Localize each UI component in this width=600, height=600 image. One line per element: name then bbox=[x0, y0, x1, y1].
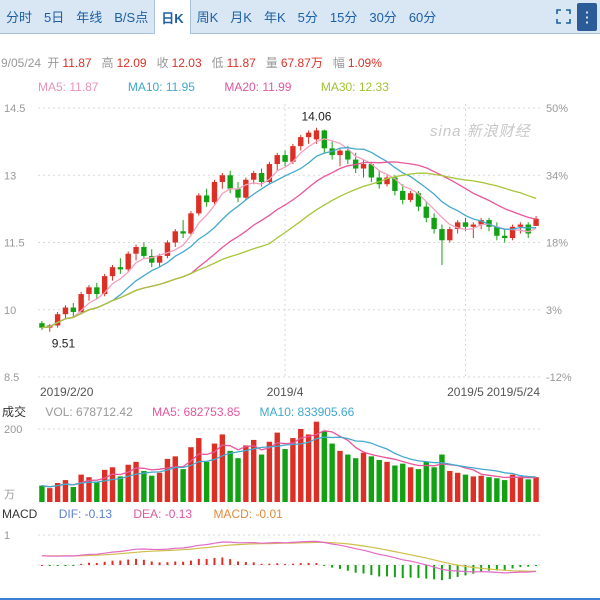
volume-vol-value: VOL: 678712.42 bbox=[45, 405, 133, 419]
svg-text:200: 200 bbox=[4, 424, 22, 436]
tab-5分[interactable]: 5分 bbox=[297, 10, 318, 25]
svg-text:2019/4: 2019/4 bbox=[267, 385, 304, 399]
quote-field: 高 12.09 bbox=[102, 56, 150, 70]
tab-15分[interactable]: 15分 bbox=[329, 10, 358, 25]
tabbar-icons: ⋮ bbox=[554, 0, 600, 33]
quote-field-value: 11.87 bbox=[62, 56, 92, 70]
quote-field-label: 高 bbox=[101, 56, 114, 70]
tab-5日[interactable]: 5日 bbox=[44, 10, 65, 25]
tab-30分[interactable]: 30分 bbox=[369, 10, 397, 25]
svg-text:14.5: 14.5 bbox=[4, 103, 25, 115]
ma20-legend: MA20: 11.99 bbox=[224, 80, 292, 94]
svg-text:13: 13 bbox=[4, 170, 16, 182]
macd-macd-value: MACD: -0.01 bbox=[213, 507, 283, 521]
svg-text:2019/2/20: 2019/2/20 bbox=[40, 385, 94, 399]
tab-60分[interactable]: 60分 bbox=[408, 10, 437, 25]
volume-header: 成交 VOL: 678712.42 MA5: 682753.85 MA10: 8… bbox=[2, 403, 370, 420]
quote-field-label: 开 bbox=[47, 56, 60, 70]
quote-bar: 9/05/24 开 11.87 高 12.09 收 12.03 低 11.87 量 67.87万幅… bbox=[1, 54, 392, 71]
chart-period-tabbar: 分时 5日 年线 B/S点 日K 周K 月K 年K 5分 15分 30分 60分 ⋮ bbox=[0, 0, 600, 34]
volume-ma10-value: MA10: 833905.66 bbox=[259, 405, 355, 419]
svg-text:11.5: 11.5 bbox=[4, 238, 25, 250]
bottom-divider bbox=[0, 598, 600, 600]
ma5-legend: MA5: 11.87 bbox=[38, 80, 99, 94]
volume-title: 成交 bbox=[2, 405, 27, 419]
svg-text:50%: 50% bbox=[546, 103, 568, 115]
svg-text:8.5: 8.5 bbox=[4, 372, 19, 384]
ma10-legend: MA10: 11.95 bbox=[127, 80, 195, 94]
quote-field-value: 67.87万 bbox=[280, 56, 323, 70]
tab-年线[interactable]: 年线 bbox=[76, 10, 103, 25]
svg-text:9.51: 9.51 bbox=[52, 337, 76, 351]
svg-text:14.06: 14.06 bbox=[301, 110, 331, 124]
quote-field: 收 12.03 bbox=[157, 56, 205, 70]
quote-field: 幅 1.09% bbox=[333, 56, 385, 70]
svg-text:18%: 18% bbox=[546, 238, 568, 250]
macd-dif-value: DIF: -0.13 bbox=[58, 507, 113, 521]
macd-header: MACD DIF: -0.13 DEA: -0.13 MACD: -0.01 bbox=[2, 507, 301, 521]
quote-date: 9/05/24 bbox=[1, 56, 42, 70]
macd-pane[interactable]: 1 bbox=[4, 530, 540, 581]
quote-field-value: 12.09 bbox=[116, 56, 147, 70]
price-pane[interactable]: 14.5 50% 13 34% 11.5 18% 10 3% 8.5 -12% 2019/2/20 2… bbox=[4, 103, 572, 399]
more-options-button[interactable]: ⋮ bbox=[577, 2, 597, 31]
quote-field-label: 幅 bbox=[332, 56, 345, 70]
svg-text:10: 10 bbox=[4, 305, 16, 317]
svg-text:2019/5: 2019/5 bbox=[447, 385, 484, 399]
svg-text:34%: 34% bbox=[546, 170, 568, 182]
macd-dea-value: DEA: -0.13 bbox=[133, 507, 193, 521]
tab-日K[interactable]: 日K bbox=[154, 0, 191, 34]
ma-legend-bar: MA5: 11.87 MA10: 11.95 MA20: 11.99 MA30:… bbox=[38, 80, 415, 94]
quote-field: 低 11.87 bbox=[212, 56, 259, 70]
quote-field-label: 低 bbox=[211, 56, 224, 70]
quote-field-value: 12.03 bbox=[171, 56, 202, 70]
sina-watermark: sina 新浪财经 bbox=[430, 123, 531, 140]
svg-text:3%: 3% bbox=[546, 305, 562, 317]
ma30-legend: MA30: 12.33 bbox=[320, 80, 389, 94]
quote-field: 开 11.87 bbox=[47, 56, 94, 70]
quote-field-label: 量 bbox=[265, 56, 278, 70]
quote-field: 量 67.87万 bbox=[266, 56, 326, 70]
quote-field-label: 收 bbox=[156, 56, 169, 70]
svg-text:1: 1 bbox=[4, 530, 10, 542]
quote-field-value: 11.87 bbox=[226, 56, 256, 70]
tab-周K[interactable]: 周K bbox=[196, 10, 219, 25]
tab-月K[interactable]: 月K bbox=[230, 10, 252, 25]
quote-field-value: 1.09% bbox=[347, 56, 382, 70]
volume-pane[interactable]: 200 万 bbox=[4, 421, 540, 502]
svg-text:2019/5/24: 2019/5/24 bbox=[487, 385, 541, 399]
tab-分时[interactable]: 分时 bbox=[6, 10, 33, 25]
tab-B/S点[interactable]: B/S点 bbox=[114, 10, 149, 25]
svg-text:万: 万 bbox=[4, 489, 15, 501]
tab-年K[interactable]: 年K bbox=[263, 10, 286, 25]
fullscreen-icon[interactable] bbox=[554, 8, 572, 26]
svg-text:-12%: -12% bbox=[546, 372, 572, 384]
macd-title: MACD bbox=[2, 507, 38, 521]
volume-ma5-value: MA5: 682753.85 bbox=[152, 405, 241, 419]
